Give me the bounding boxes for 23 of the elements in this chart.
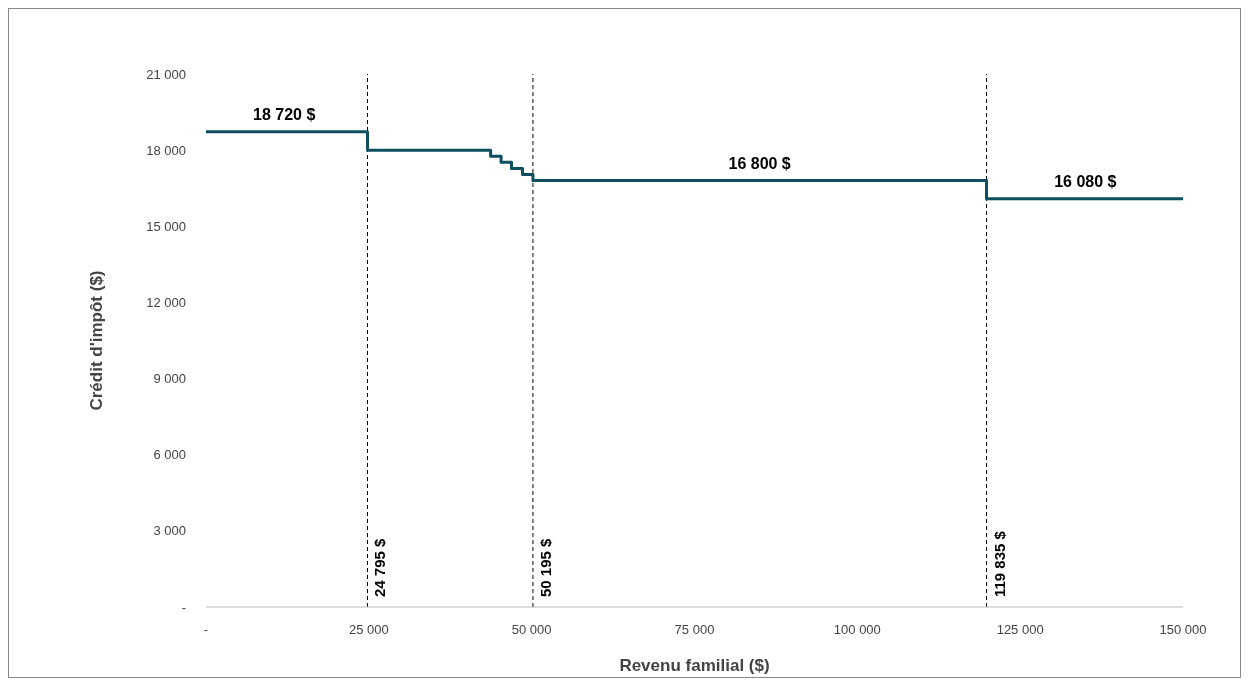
- x-tick-label: 150 000: [1159, 622, 1207, 638]
- annotation: 18 720 $: [253, 105, 316, 123]
- x-axis-title: Revenu familial ($): [619, 656, 770, 675]
- ref-line-label: 50 195 $: [536, 537, 554, 597]
- y-tick-label: 15 000: [146, 218, 186, 234]
- x-tick-label: 100 000: [833, 622, 881, 638]
- y-tick-label: 21 000: [146, 66, 186, 82]
- ref-line-label: 24 795 $: [371, 537, 389, 597]
- y-tick-label: 6 000: [153, 447, 186, 463]
- ref-line-label: 119 835 $: [990, 530, 1008, 597]
- x-tick-label: -: [203, 622, 209, 638]
- x-tick-label: 25 000: [348, 622, 389, 638]
- x-tick-label: 50 000: [511, 622, 552, 638]
- annotation: 16 080 $: [1054, 172, 1117, 190]
- y-tick-label: 9 000: [153, 371, 186, 387]
- y-tick-label: 12 000: [146, 295, 186, 311]
- y-tick-label: -: [181, 599, 186, 615]
- x-tick-label: 125 000: [996, 622, 1044, 638]
- y-tick-label: 3 000: [153, 523, 186, 539]
- y-tick-label: 18 000: [146, 142, 186, 158]
- annotation: 16 800 $: [728, 154, 791, 172]
- x-tick-label: 75 000: [674, 622, 715, 638]
- y-axis-title: Crédit d'impôt ($): [87, 270, 107, 411]
